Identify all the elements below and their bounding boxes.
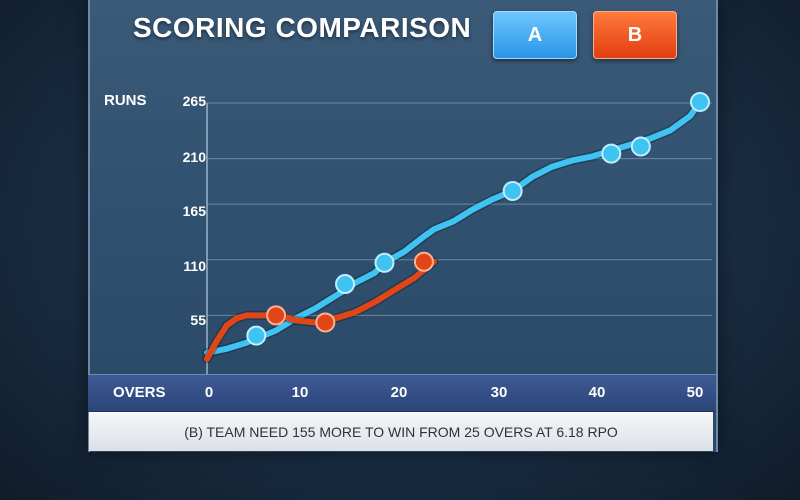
series-a-point-5 (630, 136, 651, 157)
y-tick-label-55: 55 (190, 312, 206, 328)
series-b-point-0 (266, 305, 287, 326)
series-a-point-4 (601, 143, 622, 164)
series-layer (202, 91, 710, 364)
y-tick-label-265: 265 (182, 93, 206, 109)
x-tick-label-50: 50 (686, 384, 704, 401)
y-axis-label: RUNS (104, 92, 147, 109)
series-b-point-1 (315, 312, 336, 333)
grid-lines (206, 102, 712, 374)
status-footer: (B) TEAM NEED 155 MORE TO WIN FROM 25 OV… (89, 412, 713, 451)
series-a-point-6 (690, 91, 710, 112)
x-tick-label-30: 30 (490, 384, 508, 401)
series-a-point-1 (335, 274, 356, 295)
series-a-point-3 (502, 180, 523, 201)
x-tick-label-20: 20 (390, 384, 408, 401)
x-axis-label: OVERS (113, 384, 166, 401)
x-axis-bar (88, 374, 716, 412)
y-tick-label-110: 110 (183, 258, 206, 274)
x-tick-label-40: 40 (588, 384, 606, 401)
legend-button-a[interactable]: A (493, 11, 577, 59)
y-tick-label-165: 165 (182, 203, 206, 219)
chart-title: SCORING COMPARISON (133, 12, 472, 43)
series-b-point-2 (413, 251, 434, 272)
series-b-line (204, 258, 437, 362)
x-tick-label-10: 10 (291, 384, 309, 401)
x-tick-label-0: 0 (204, 384, 214, 401)
footer-message: (B) TEAM NEED 155 MORE TO WIN FROM 25 OV… (184, 424, 618, 440)
legend-button-b[interactable]: B (593, 11, 677, 59)
series-a-point-0 (246, 325, 267, 346)
y-tick-label-210: 210 (182, 149, 206, 165)
series-a-point-2 (374, 252, 395, 273)
